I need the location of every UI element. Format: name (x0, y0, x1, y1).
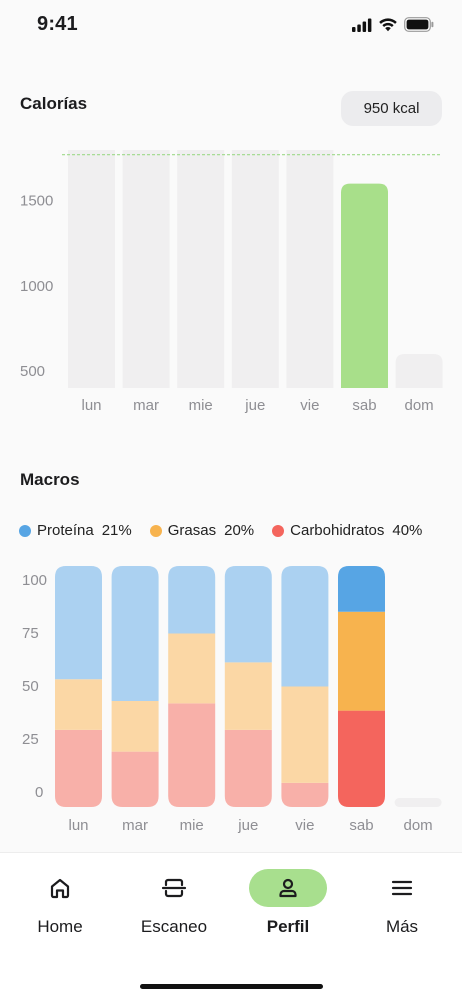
y-tick-label: 100 (22, 572, 47, 589)
nav-item-home[interactable]: Home (5, 869, 115, 949)
macro-segment-grasas (111, 700, 159, 752)
macro-segment-grasas (224, 662, 272, 730)
macro-segment-grasas (338, 611, 385, 711)
x-tick-label: dom (405, 397, 434, 414)
macro-bar-sab[interactable] (338, 566, 385, 807)
calorie-bar[interactable] (68, 150, 115, 388)
macro-segment-grasas (55, 679, 102, 730)
legend-item-grasas: Grasas 20% (149, 522, 255, 539)
signal-icon (352, 18, 372, 32)
x-tick-label: jue (237, 817, 258, 834)
macro-segment-proteína (111, 566, 159, 701)
legend-label-grasas: Grasas (167, 522, 217, 539)
legend-pct-grasas: 20% (224, 522, 255, 539)
macro-segment-carbohidratos (55, 729, 102, 807)
legend-dot-carbohidratos (272, 524, 285, 537)
legend-label-carbohidratos: Carbohidratos (290, 522, 385, 539)
status-bar: 9:41 (0, 0, 462, 50)
user-icon (279, 878, 297, 898)
wifi-icon (379, 18, 397, 32)
nav-icon-wrap-mas (363, 869, 441, 907)
macro-bar-lun[interactable] (55, 566, 102, 807)
home-indicator (140, 984, 323, 989)
x-tick-label: lun (81, 397, 101, 414)
macro-bar-dom[interactable] (394, 798, 442, 807)
macro-segment-carbohidratos (338, 710, 385, 807)
macro-bar-mar[interactable] (111, 566, 159, 807)
y-tick-label: 75 (22, 625, 39, 642)
nav-item-mas[interactable]: Más (347, 869, 457, 949)
macro-bar-empty (394, 798, 442, 807)
kcal-badge[interactable]: 950 kcal (341, 91, 442, 126)
x-tick-label: mar (122, 817, 148, 834)
nav-icon-wrap-perfil (249, 869, 327, 907)
legend-item-proteina: Proteína 21% (19, 522, 132, 539)
macros-title: Macros (20, 470, 80, 489)
scan-icon (161, 878, 187, 898)
y-tick-label: 25 (22, 731, 39, 748)
macro-segment-proteína (168, 566, 216, 634)
legend-dot-proteina (19, 524, 31, 537)
macro-segment-grasas (168, 633, 216, 704)
calories-title: Calorías (20, 94, 88, 113)
macro-segment-carbohidratos (168, 703, 216, 807)
calorie-bar[interactable] (122, 150, 170, 388)
x-tick-label: vie (300, 397, 319, 414)
calorie-bar[interactable] (286, 150, 334, 388)
battery-icon (404, 17, 434, 32)
macros-chart: 100 75 50 25 0 lun mar mie jue vie sab dom (22, 566, 442, 834)
calorie-bar[interactable] (177, 150, 225, 388)
nav-item-perfil[interactable]: Perfil (233, 869, 343, 949)
macro-bar-vie[interactable] (281, 566, 329, 807)
status-time: 9:41 (37, 13, 78, 35)
macro-segment-proteína (281, 566, 329, 687)
y-tick-label: 1000 (20, 278, 53, 295)
y-tick-label: 1500 (20, 193, 53, 210)
home-icon (50, 878, 70, 899)
legend-pct-proteina: 21% (101, 522, 132, 539)
legend-dot-grasas (149, 524, 162, 537)
calorie-bar[interactable] (231, 150, 279, 388)
macro-segment-proteína (55, 566, 102, 680)
x-tick-label: dom (404, 817, 433, 834)
macro-bar-jue[interactable] (224, 566, 272, 807)
x-tick-label: mie (180, 817, 204, 834)
y-tick-label: 0 (35, 784, 43, 801)
macro-segment-proteína (224, 566, 272, 663)
nav-label-home: Home (37, 917, 83, 936)
bottom-nav: Home Escaneo Perfil Más (0, 852, 462, 1001)
nav-label-perfil: Perfil (266, 917, 310, 936)
calories-chart: 30002500200015001000500lunmarmiejueviesa… (20, 150, 443, 414)
x-tick-label: sab (352, 397, 376, 414)
calorie-bar[interactable] (341, 183, 388, 388)
menu-icon (391, 880, 413, 896)
macro-segment-carbohidratos (224, 729, 272, 807)
legend-label-proteina: Proteína (37, 522, 94, 539)
y-tick-label: 50 (22, 678, 39, 695)
x-tick-label: lun (68, 817, 88, 834)
macro-bar-mie[interactable] (168, 566, 216, 807)
macro-segment-carbohidratos (281, 782, 329, 807)
nav-icon-wrap-home (21, 869, 99, 907)
legend-pct-carbohidratos: 40% (392, 522, 423, 539)
nav-label-escaneo: Escaneo (140, 917, 208, 936)
x-tick-label: mie (189, 397, 213, 414)
x-tick-label: vie (295, 817, 314, 834)
calorie-bar[interactable] (395, 353, 443, 388)
x-tick-label: mar (133, 397, 159, 414)
macros-legend: Proteína 21% Grasas 20% Carbohidratos 40… (19, 522, 449, 539)
nav-item-escaneo[interactable]: Escaneo (119, 869, 229, 949)
legend-item-carbohidratos: Carbohidratos 40% (272, 522, 422, 539)
status-icons (352, 17, 434, 32)
x-tick-label: sab (349, 817, 373, 834)
x-tick-label: jue (244, 397, 265, 414)
macro-segment-proteína (338, 566, 385, 612)
macro-segment-carbohidratos (111, 751, 159, 807)
nav-icon-wrap-escaneo (135, 869, 213, 907)
nav-label-mas: Más (385, 917, 419, 936)
y-tick-label: 500 (20, 363, 45, 380)
macro-segment-grasas (281, 686, 329, 783)
